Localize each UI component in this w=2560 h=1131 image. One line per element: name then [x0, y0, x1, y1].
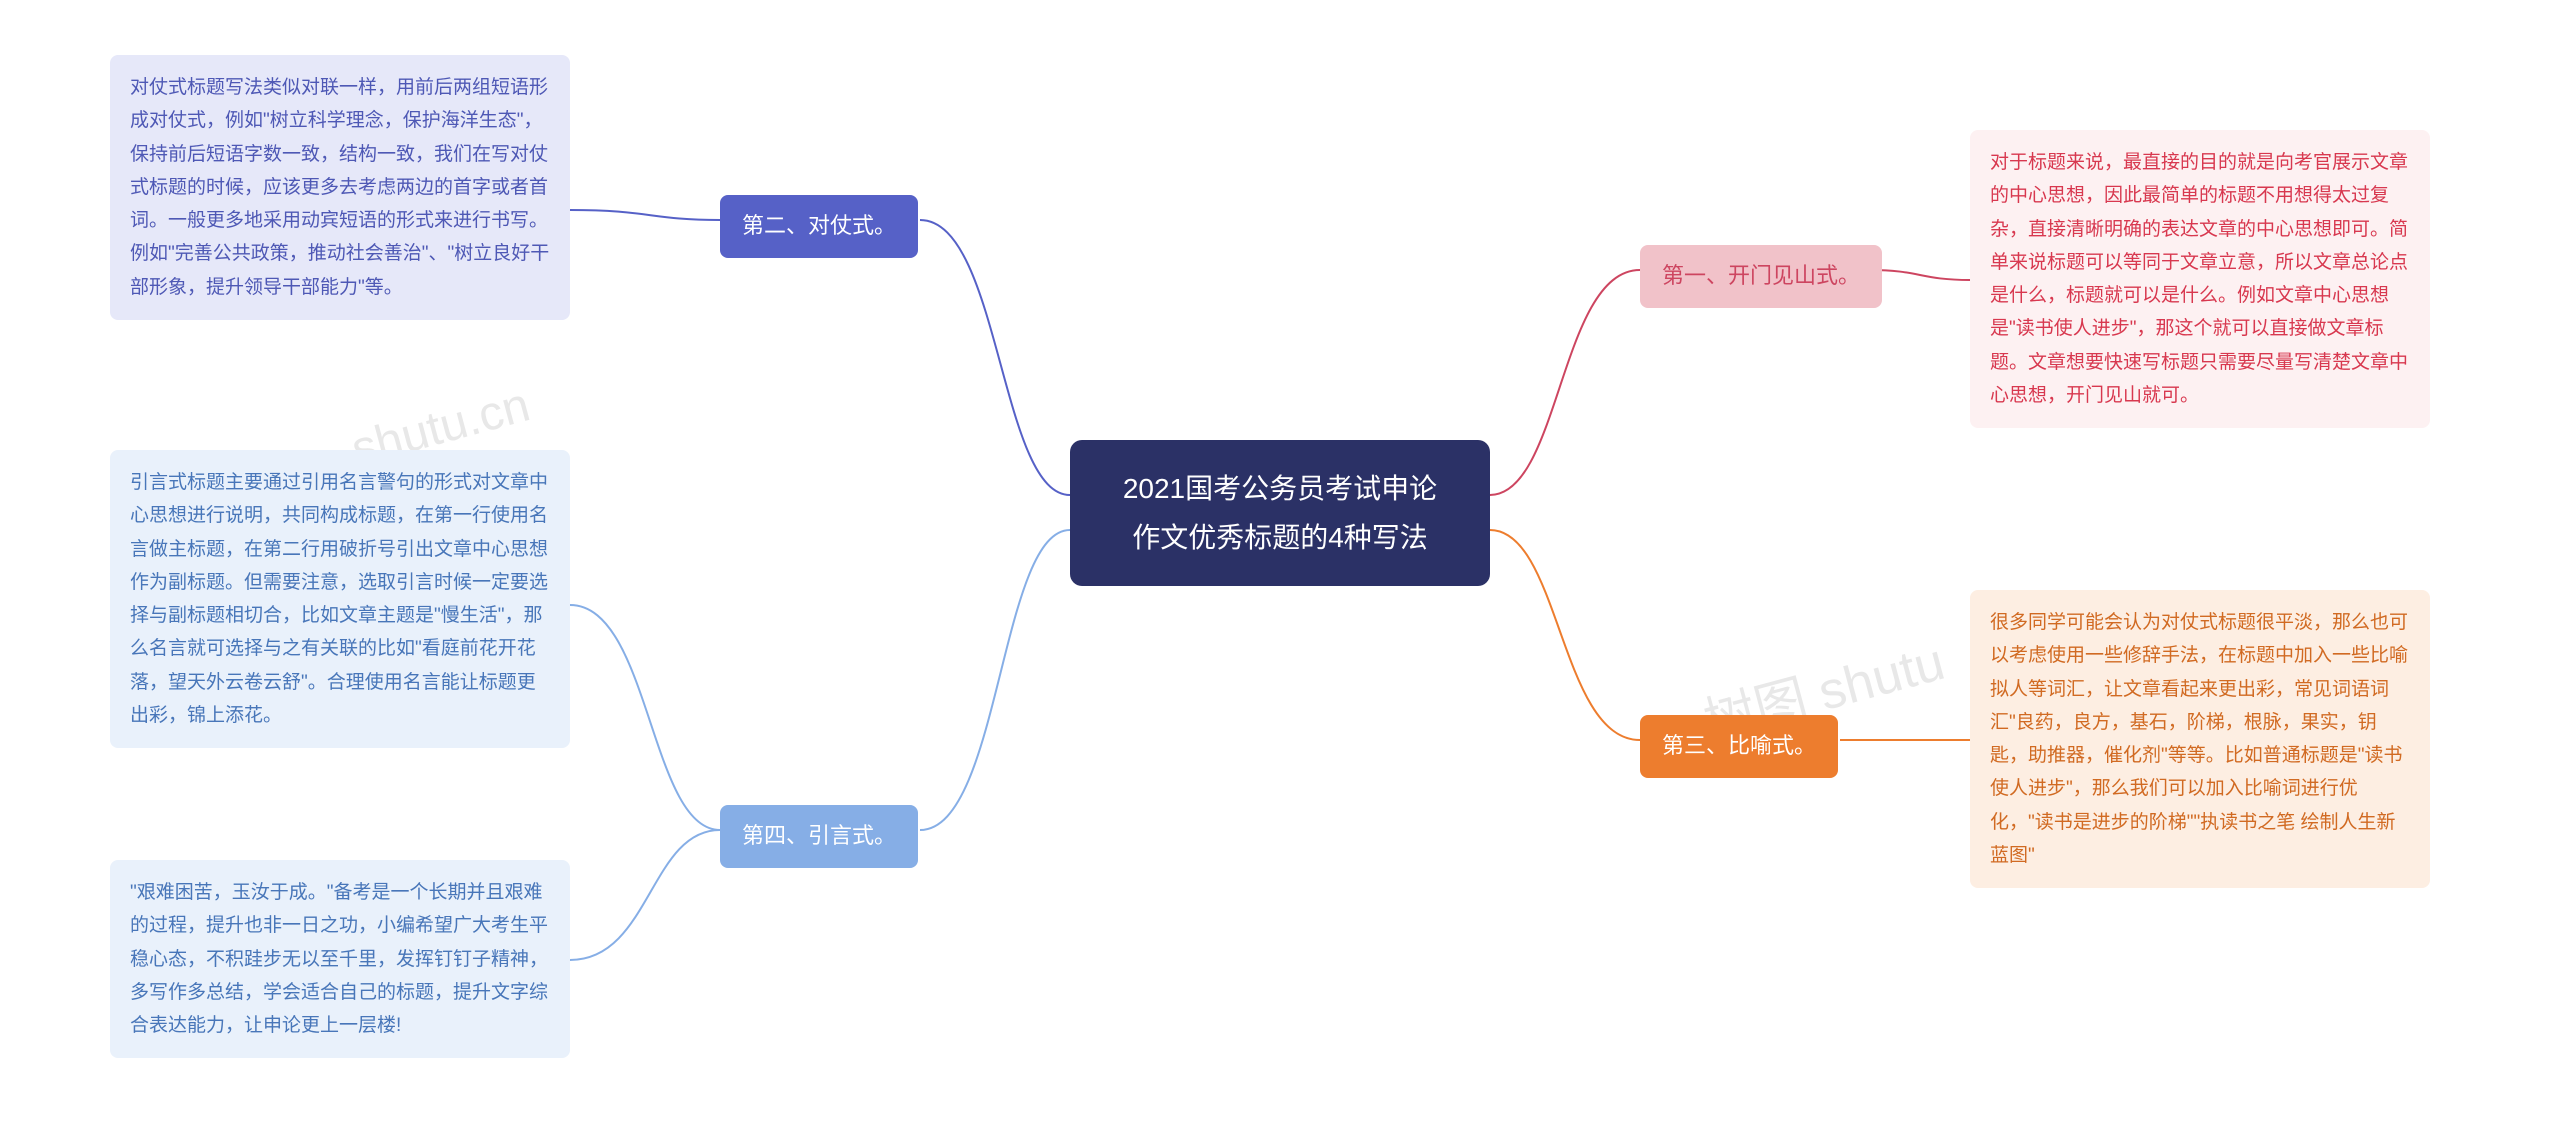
- leaf-3: 很多同学可能会认为对仗式标题很平淡，那么也可以考虑使用一些修辞手法，在标题中加入…: [1970, 590, 2430, 888]
- branch-2: 第二、对仗式。: [720, 195, 918, 258]
- branch-1: 第一、开门见山式。: [1640, 245, 1882, 308]
- leaf-1-text: 对于标题来说，最直接的目的就是向考官展示文章的中心思想，因此最简单的标题不用想得…: [1990, 152, 2408, 406]
- center-title-line2: 作文优秀标题的4种写法: [1100, 513, 1460, 562]
- branch-4-label: 第四、引言式。: [742, 823, 896, 848]
- leaf-1: 对于标题来说，最直接的目的就是向考官展示文章的中心思想，因此最简单的标题不用想得…: [1970, 130, 2430, 428]
- leaf-4a-text: 引言式标题主要通过引用名言警句的形式对文章中心思想进行说明，共同构成标题，在第一…: [130, 472, 548, 726]
- branch-1-label: 第一、开门见山式。: [1662, 263, 1860, 288]
- leaf-2: 对仗式标题写法类似对联一样，用前后两组短语形成对仗式，例如"树立科学理念，保护海…: [110, 55, 570, 320]
- leaf-4b: "艰难困苦，玉汝于成。"备考是一个长期并且艰难的过程，提升也非一日之功，小编希望…: [110, 860, 570, 1058]
- leaf-4b-text: "艰难困苦，玉汝于成。"备考是一个长期并且艰难的过程，提升也非一日之功，小编希望…: [130, 882, 548, 1036]
- leaf-3-text: 很多同学可能会认为对仗式标题很平淡，那么也可以考虑使用一些修辞手法，在标题中加入…: [1990, 612, 2408, 866]
- branch-4: 第四、引言式。: [720, 805, 918, 868]
- branch-3: 第三、比喻式。: [1640, 715, 1838, 778]
- branch-2-label: 第二、对仗式。: [742, 213, 896, 238]
- leaf-2-text: 对仗式标题写法类似对联一样，用前后两组短语形成对仗式，例如"树立科学理念，保护海…: [130, 77, 549, 298]
- center-node: 2021国考公务员考试申论 作文优秀标题的4种写法: [1070, 440, 1490, 586]
- branch-3-label: 第三、比喻式。: [1662, 733, 1816, 758]
- center-title-line1: 2021国考公务员考试申论: [1100, 464, 1460, 513]
- leaf-4a: 引言式标题主要通过引用名言警句的形式对文章中心思想进行说明，共同构成标题，在第一…: [110, 450, 570, 748]
